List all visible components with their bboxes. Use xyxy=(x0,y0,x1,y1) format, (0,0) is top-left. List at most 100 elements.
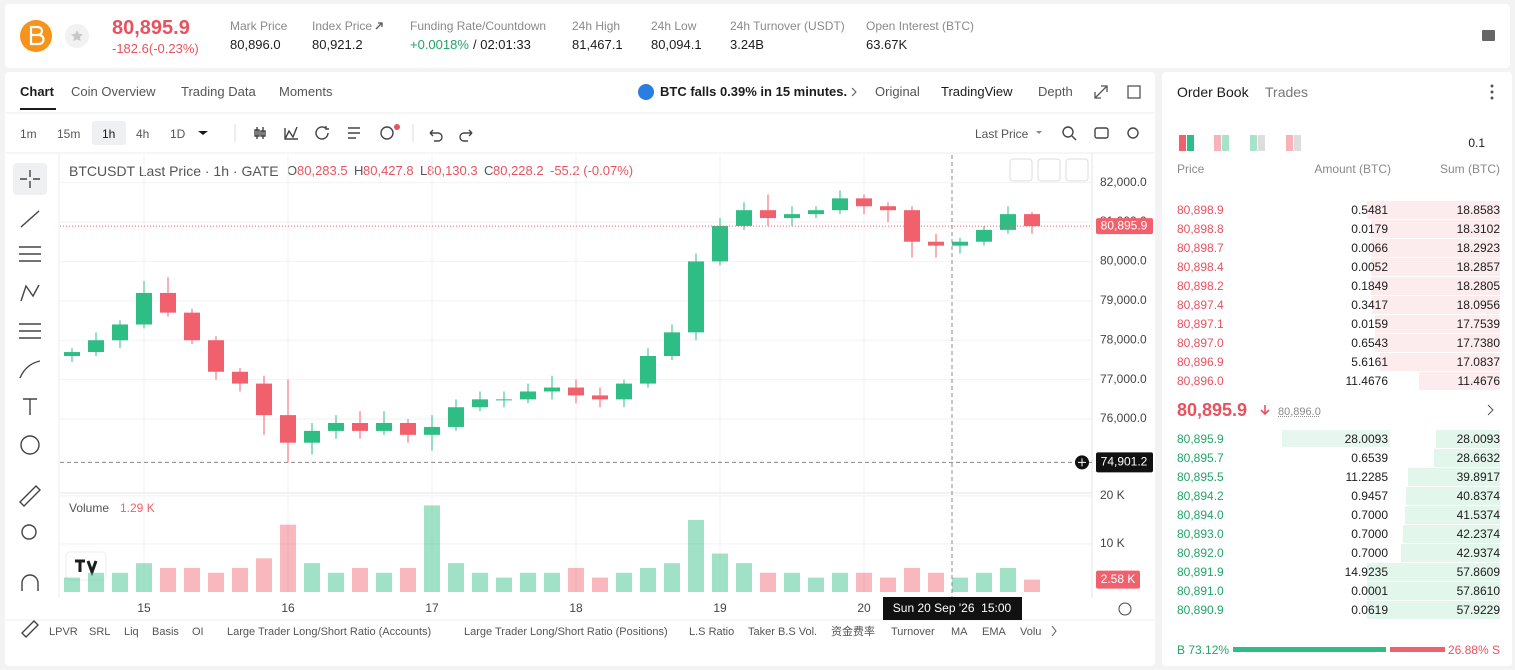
indicator-tab[interactable]: Turnover xyxy=(891,626,935,638)
book-amount: 0.6543 xyxy=(1351,336,1388,350)
link-icon[interactable] xyxy=(375,22,383,30)
indicator-tab[interactable]: LPVR xyxy=(49,626,78,638)
pen-tool[interactable] xyxy=(21,620,39,638)
star-icon xyxy=(71,30,83,42)
active-tab-underline xyxy=(20,108,56,110)
undo-icon[interactable] xyxy=(429,129,443,142)
book-price: 80,891.0 xyxy=(1177,584,1224,598)
book-amount: 0.7000 xyxy=(1351,508,1388,522)
book-sum: 18.8583 xyxy=(1456,203,1500,217)
interval[interactable]: 1D xyxy=(170,127,186,141)
source-dropdown[interactable] xyxy=(1036,131,1042,134)
book-amount: 0.0066 xyxy=(1351,241,1388,255)
emoji-tool[interactable] xyxy=(20,435,40,455)
channel-tool[interactable] xyxy=(19,246,41,262)
ruler-tool[interactable] xyxy=(19,485,41,507)
search-icon[interactable] xyxy=(1062,126,1074,138)
settings-icon[interactable] xyxy=(1127,127,1139,139)
indicator-tab[interactable]: 资金费率 xyxy=(831,626,875,638)
depth-bar xyxy=(1367,582,1500,600)
down-arrow xyxy=(1260,405,1270,416)
view-tab[interactable]: Original xyxy=(875,84,920,99)
book-amount: 0.1849 xyxy=(1351,279,1388,293)
reset-icon[interactable] xyxy=(1118,602,1132,616)
indicator-icon[interactable] xyxy=(284,126,298,140)
reload-icon[interactable] xyxy=(315,126,329,140)
sell-ratio-bar xyxy=(1390,647,1445,652)
indicator-tab[interactable]: Large Trader Long/Short Ratio (Accounts) xyxy=(227,626,432,638)
fib-tool[interactable] xyxy=(19,323,41,339)
indicator-tab[interactable]: Liq xyxy=(124,626,139,638)
interval-dropdown[interactable] xyxy=(198,131,208,135)
book-sum: 40.8374 xyxy=(1456,489,1500,503)
stat-value: 3.24B xyxy=(730,37,764,52)
chart-button[interactable] xyxy=(1037,158,1061,182)
interval[interactable]: 4h xyxy=(136,127,150,141)
book-price: 80,894.0 xyxy=(1177,508,1224,522)
book-amount: 0.7000 xyxy=(1351,527,1388,541)
book-amount: 0.0159 xyxy=(1351,317,1388,331)
brush-tool[interactable] xyxy=(19,360,41,379)
window-icon[interactable] xyxy=(1127,85,1141,99)
news-chevron[interactable] xyxy=(851,87,857,97)
more-indicators[interactable] xyxy=(1051,625,1057,637)
interval[interactable]: 1m xyxy=(20,127,37,141)
chart-button[interactable] xyxy=(1009,158,1033,182)
indicator-tab[interactable]: OI xyxy=(192,626,204,638)
indicator-tab[interactable]: MA xyxy=(951,626,968,638)
interval[interactable]: 15m xyxy=(57,127,81,141)
sell-ratio: 26.88% S xyxy=(1447,643,1500,657)
template-icon[interactable] xyxy=(348,127,360,139)
chart-button[interactable] xyxy=(1065,158,1089,182)
view-tab[interactable]: TradingView xyxy=(941,84,1013,99)
news-ticker[interactable]: BTC falls 0.39% in 15 minutes. xyxy=(660,84,848,99)
stat-value: 80,921.2 xyxy=(312,37,363,52)
book-tab[interactable]: Order Book xyxy=(1177,84,1249,100)
book-price: 80,895.9 xyxy=(1177,432,1224,446)
zoom-tool[interactable] xyxy=(21,524,37,540)
view-tab[interactable]: Depth xyxy=(1038,84,1073,99)
ohlc-key: H xyxy=(354,163,364,178)
stat-value: 80,094.1 xyxy=(651,37,702,52)
candle-type-icon[interactable] xyxy=(254,127,266,139)
book-amount: 11.4676 xyxy=(1345,374,1389,388)
book-icon[interactable] xyxy=(1482,30,1495,41)
mid-chevron[interactable] xyxy=(1487,404,1494,416)
chart-tab[interactable]: Trading Data xyxy=(181,84,256,99)
book-sum: 11.4676 xyxy=(1457,374,1501,388)
chart-tab[interactable]: Chart xyxy=(20,84,54,99)
line-tool[interactable] xyxy=(20,210,40,228)
book-sum: 18.2923 xyxy=(1456,241,1500,255)
book-sum: 28.6632 xyxy=(1456,451,1500,465)
indicator-tab[interactable]: SRL xyxy=(89,626,111,638)
book-sum: 17.0837 xyxy=(1456,355,1500,369)
book-amount: 0.0052 xyxy=(1351,260,1388,274)
book-price: 80,898.2 xyxy=(1177,279,1224,293)
interval[interactable]: 1h xyxy=(102,127,116,141)
indicator-tab[interactable]: Volu xyxy=(1020,626,1042,638)
snapshot-icon[interactable] xyxy=(1094,127,1109,139)
amount-highlight xyxy=(1282,430,1390,447)
depth-bar xyxy=(1371,258,1500,276)
indicator-tab[interactable]: Large Trader Long/Short Ratio (Positions… xyxy=(464,626,668,638)
tv-logo-mark xyxy=(75,559,98,577)
add-icon[interactable] xyxy=(380,126,394,140)
redo-icon[interactable] xyxy=(459,129,473,142)
depth-bar xyxy=(1401,544,1500,562)
indicator-tab[interactable]: Taker B.S Vol. xyxy=(748,626,818,638)
book-price: 80,897.1 xyxy=(1177,317,1224,331)
book-tab[interactable]: Trades xyxy=(1265,84,1309,100)
pattern-tool[interactable] xyxy=(20,284,40,302)
expand-icon[interactable] xyxy=(1094,85,1108,99)
text-tool[interactable] xyxy=(23,398,37,415)
indicator-tab[interactable]: Basis xyxy=(152,626,179,638)
chart-tab[interactable]: Coin Overview xyxy=(71,84,156,99)
magnet-tool[interactable] xyxy=(21,574,39,591)
book-price: 80,890.9 xyxy=(1177,603,1224,617)
indicator-tab[interactable]: L.S Ratio xyxy=(689,626,735,638)
crosshair-tool[interactable] xyxy=(20,170,40,188)
chart-tab[interactable]: Moments xyxy=(279,84,333,99)
price-source[interactable]: Last Price xyxy=(975,127,1029,141)
indicator-tab[interactable]: EMA xyxy=(982,626,1006,638)
depth-bar xyxy=(1404,506,1500,524)
